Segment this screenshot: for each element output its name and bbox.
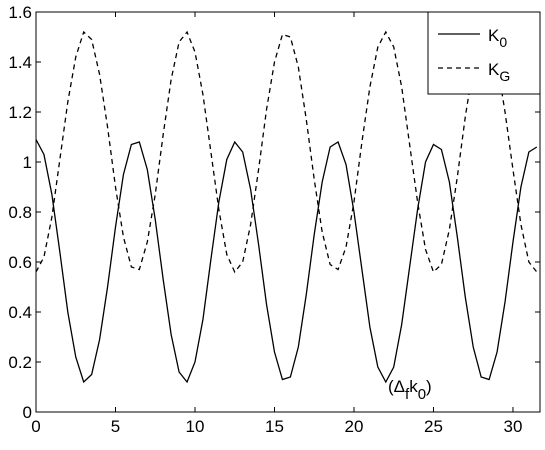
annotation: (Δfk0) <box>388 377 432 403</box>
x-tick-label: 25 <box>424 417 443 436</box>
y-tick-label: 1.2 <box>8 103 32 122</box>
y-tick-label: 0.6 <box>8 253 32 272</box>
annotation-part: 0 <box>418 386 426 403</box>
series-line <box>35 139 538 384</box>
y-tick-label: 1.6 <box>8 3 32 22</box>
y-tick-label: 1.4 <box>8 53 32 72</box>
x-tick-label: 30 <box>504 417 523 436</box>
annotation-part: f <box>405 386 410 403</box>
legend-label: KG <box>488 60 510 84</box>
x-tick-label: 15 <box>265 417 284 436</box>
legend-label: K0 <box>488 26 507 50</box>
legend-box <box>427 11 541 95</box>
annotation-part: ) <box>426 377 432 396</box>
x-tick-label: 10 <box>186 417 205 436</box>
y-tick-label: 0 <box>23 403 32 422</box>
x-tick-label: 0 <box>31 417 40 436</box>
y-tick-label: 1 <box>23 153 32 172</box>
annotation-part: (Δ <box>388 377 405 396</box>
series-line <box>35 30 538 274</box>
y-tick-label: 0.8 <box>8 203 32 222</box>
y-tick-label: 0.4 <box>8 303 32 322</box>
x-tick-label: 20 <box>345 417 364 436</box>
annotation-part: k <box>409 377 418 396</box>
y-tick-label: 0.2 <box>8 353 32 372</box>
x-tick-label: 5 <box>111 417 120 436</box>
